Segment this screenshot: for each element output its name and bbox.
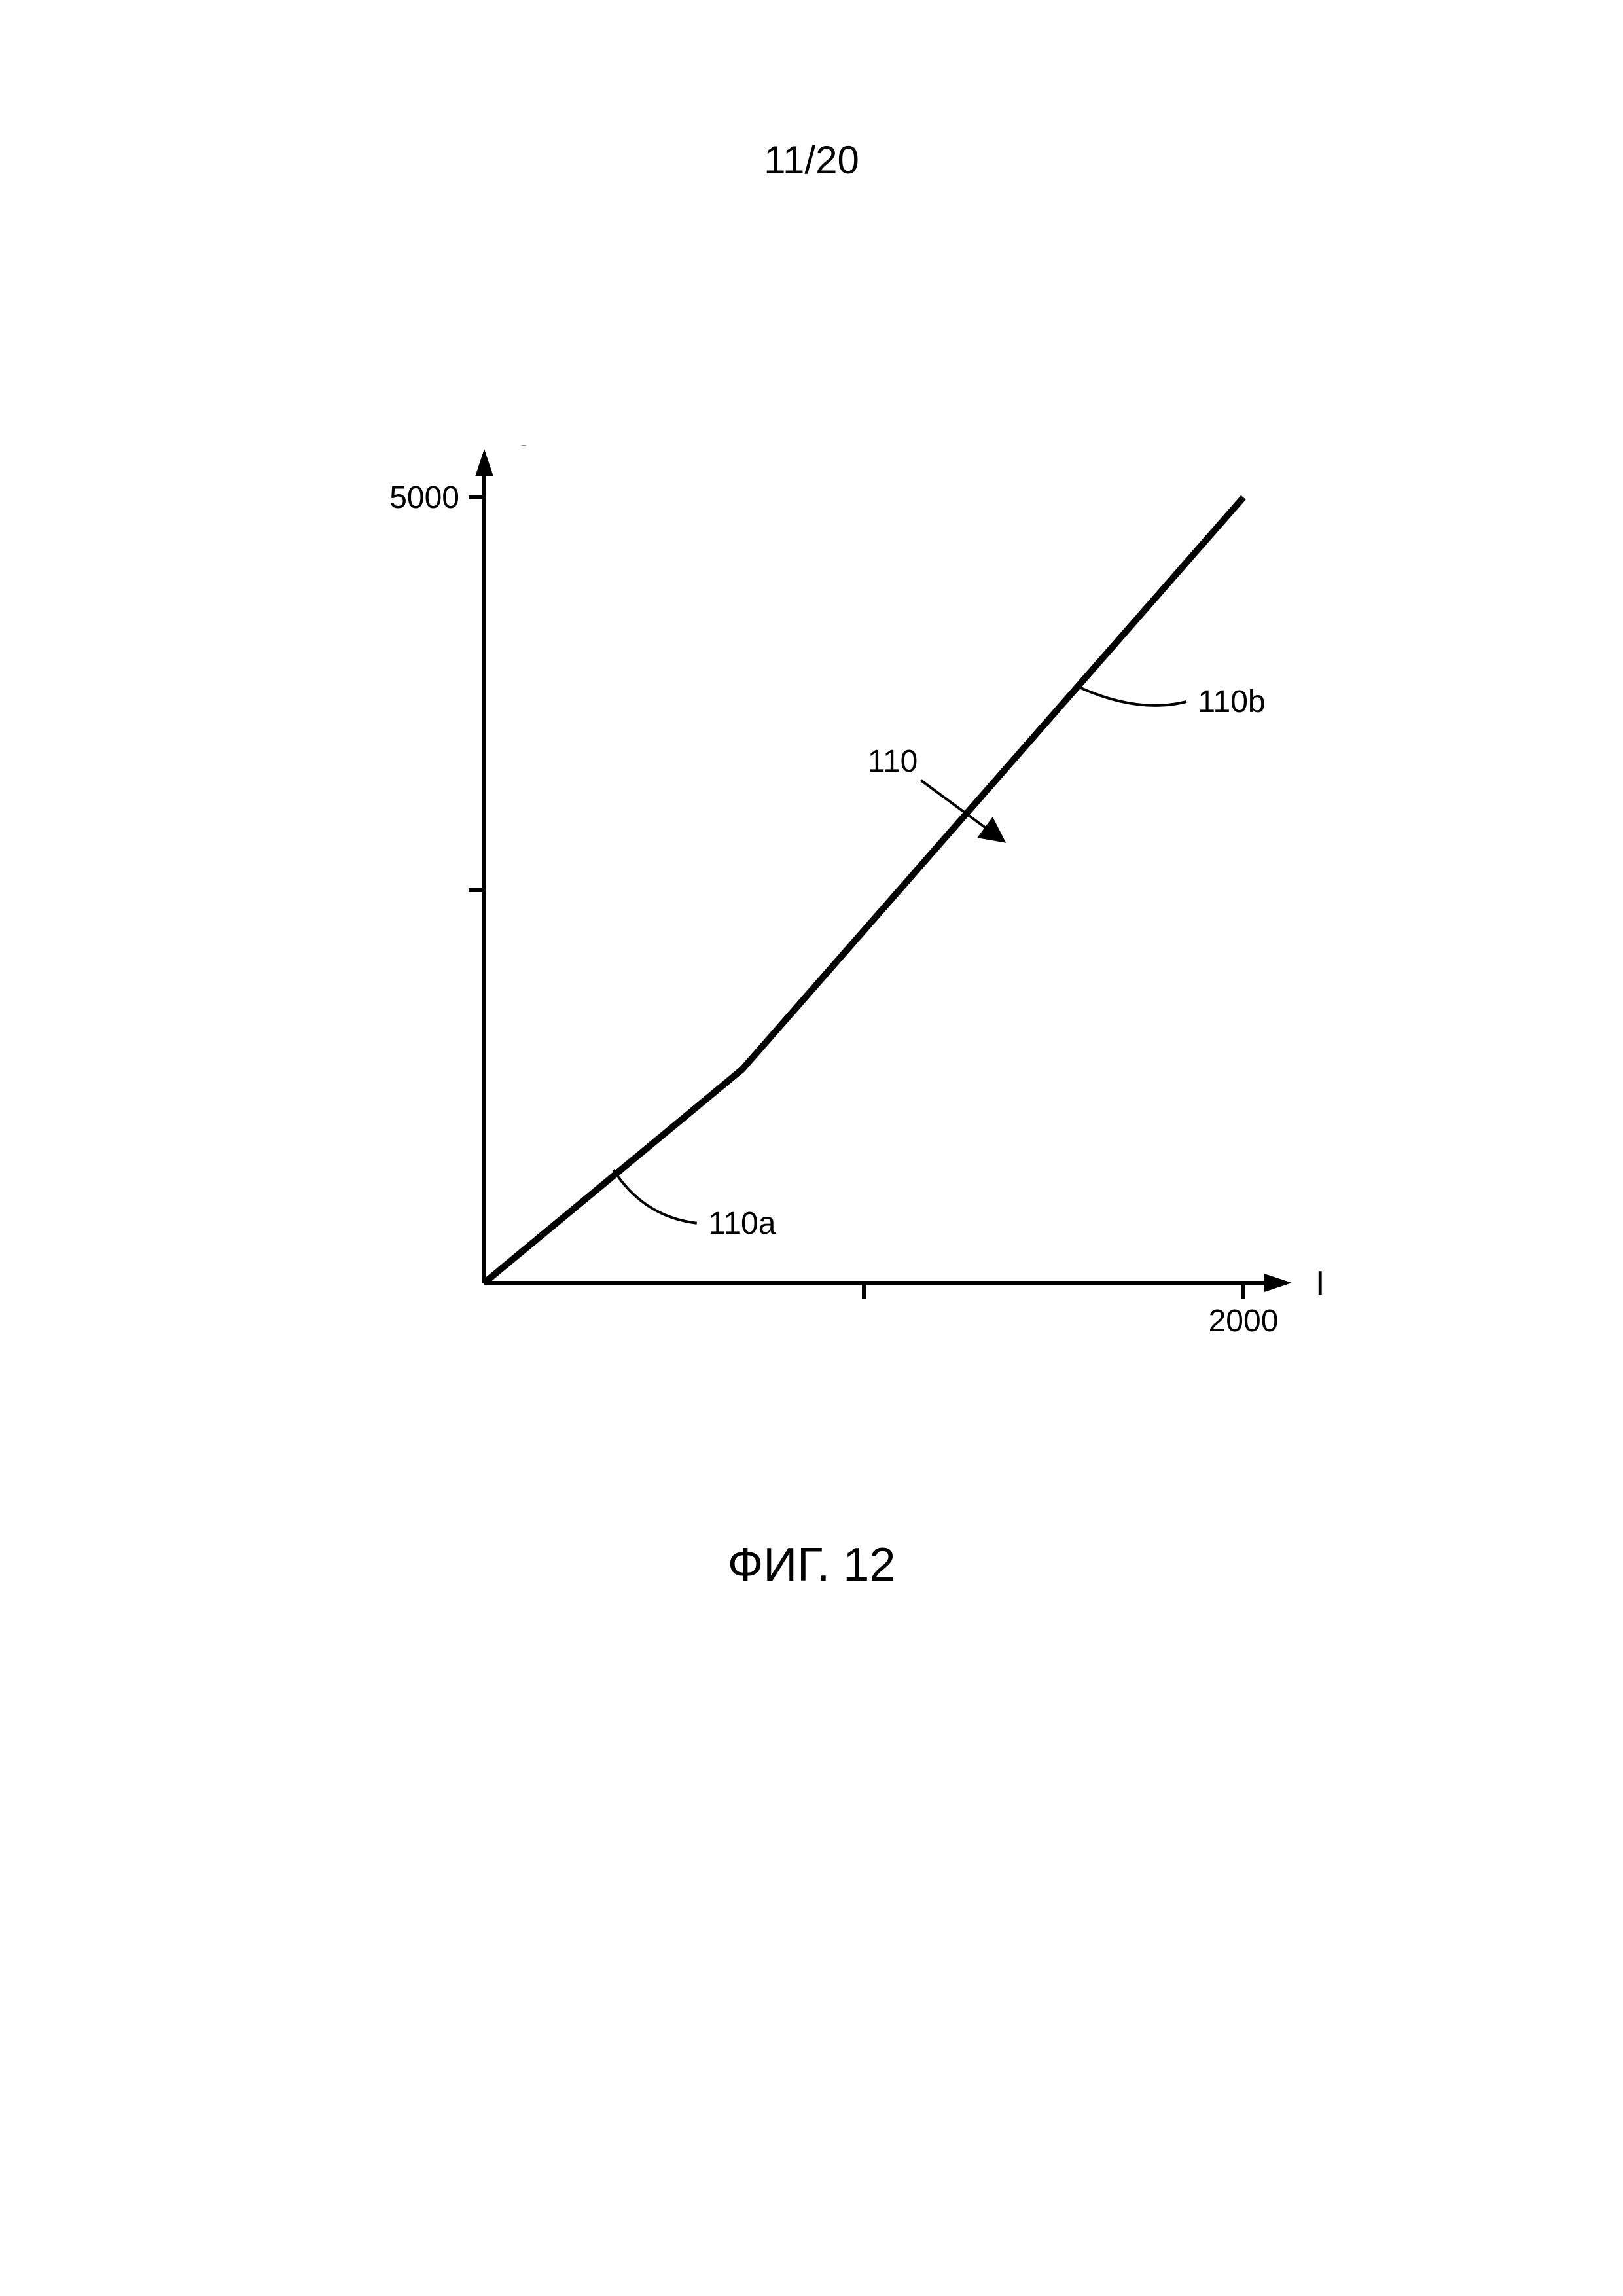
callout-curve-110a <box>613 1170 697 1223</box>
x-tick-label: 2000 <box>1209 1304 1279 1338</box>
y-axis-label: OL <box>510 445 556 453</box>
y-axis-arrow <box>475 449 493 476</box>
curve-110 <box>484 497 1243 1283</box>
callout-curve-110b <box>1077 686 1186 706</box>
chart-container: OL IL 5000 2000 110a 110b 110 <box>340 445 1322 1427</box>
x-axis-arrow <box>1264 1274 1292 1292</box>
callout-label-110b: 110b <box>1198 685 1265 719</box>
callout-label-110a: 110a <box>708 1206 776 1241</box>
callout-label-110: 110 <box>868 744 918 779</box>
chart-svg: OL IL 5000 2000 110a 110b 110 <box>340 445 1322 1427</box>
x-axis-label: IL <box>1315 1265 1322 1302</box>
page-number: 11/20 <box>0 137 1623 183</box>
figure-caption: ФИГ. 12 <box>0 1538 1623 1592</box>
y-tick-label: 5000 <box>389 480 459 515</box>
